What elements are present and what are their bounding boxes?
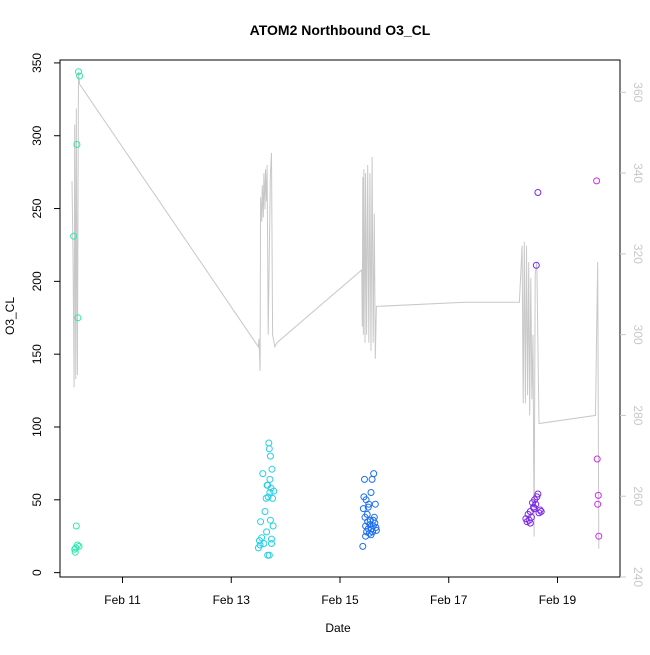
data-point — [265, 551, 273, 559]
data-point — [76, 72, 84, 80]
data-point — [270, 487, 278, 495]
data-point — [72, 522, 80, 530]
data-point — [268, 535, 275, 543]
data-point — [361, 475, 368, 483]
points-series-layer — [70, 68, 603, 559]
y-axis-label: O3_CL — [3, 297, 17, 335]
y-tick-label: 300 — [30, 125, 44, 145]
data-point — [268, 540, 275, 547]
data-point — [532, 261, 540, 269]
chart-title: ATOM2 Northbound O3_CL — [250, 22, 431, 38]
data-point — [266, 475, 274, 483]
y-tick-label: 0 — [30, 569, 44, 576]
x-tick-label: Feb 11 — [104, 593, 141, 607]
data-point — [537, 508, 545, 515]
data-point — [269, 522, 277, 530]
data-point — [261, 508, 269, 515]
data-point — [369, 516, 377, 524]
data-point — [266, 452, 274, 460]
data-point — [364, 503, 372, 511]
data-point — [266, 489, 274, 496]
data-point — [372, 526, 380, 534]
data-point — [264, 493, 272, 501]
y-tick-label: 100 — [30, 417, 44, 437]
y2-tick-label: 240 — [631, 567, 645, 587]
data-point — [526, 519, 534, 527]
data-point — [595, 532, 603, 540]
data-point — [256, 541, 264, 549]
y-tick-label: 50 — [30, 493, 44, 507]
data-point — [259, 470, 267, 478]
y2-tick-label: 340 — [631, 163, 645, 183]
data-point — [71, 545, 79, 553]
data-point — [363, 510, 371, 518]
y-tick-label: 150 — [30, 344, 44, 364]
data-point — [359, 505, 367, 513]
x-tick-label: Feb 19 — [539, 593, 577, 607]
data-point — [370, 470, 378, 478]
y-tick-label: 200 — [30, 271, 44, 291]
data-point — [73, 141, 81, 148]
data-point — [359, 542, 367, 550]
data-point — [263, 528, 271, 536]
line-series-path — [71, 72, 600, 549]
data-point — [257, 518, 265, 526]
data-point — [367, 489, 375, 496]
data-point — [371, 500, 379, 508]
y2-tick-label: 300 — [631, 325, 645, 345]
line-series-layer — [71, 72, 600, 549]
data-point — [594, 500, 602, 508]
y-tick-label: 250 — [30, 198, 44, 218]
data-point — [593, 177, 601, 185]
data-point — [593, 455, 601, 463]
data-point — [534, 490, 542, 498]
data-point — [72, 544, 80, 552]
y2-tick-label: 360 — [631, 82, 645, 102]
x-tick-label: Feb 13 — [213, 593, 251, 607]
data-point — [260, 540, 268, 547]
data-point — [534, 189, 542, 196]
data-point — [258, 534, 266, 542]
data-point — [70, 232, 78, 240]
data-point — [269, 494, 277, 502]
y2-tick-label: 280 — [631, 405, 645, 425]
data-point — [532, 500, 540, 508]
data-point — [71, 548, 79, 556]
data-point — [268, 465, 276, 473]
data-point — [74, 314, 82, 322]
data-point — [266, 516, 274, 524]
x-tick-label: Feb 15 — [321, 593, 359, 607]
data-point — [75, 68, 82, 76]
data-point — [372, 524, 380, 531]
data-point — [530, 505, 538, 513]
y2-tick-label: 320 — [631, 244, 645, 264]
data-point — [367, 531, 375, 539]
y2-tick-label: 260 — [631, 486, 645, 506]
data-point — [265, 445, 273, 453]
x-tick-label: Feb 17 — [430, 593, 468, 607]
data-point — [366, 521, 374, 529]
axes-layer: Feb 11 Feb 13 Feb 15 Feb 17 Feb 19 0 50 100 150 2… — [30, 53, 645, 607]
y-tick-label: 350 — [30, 53, 44, 73]
x-axis-label: Date — [325, 621, 351, 635]
data-point — [264, 481, 272, 489]
data-point — [594, 491, 602, 499]
